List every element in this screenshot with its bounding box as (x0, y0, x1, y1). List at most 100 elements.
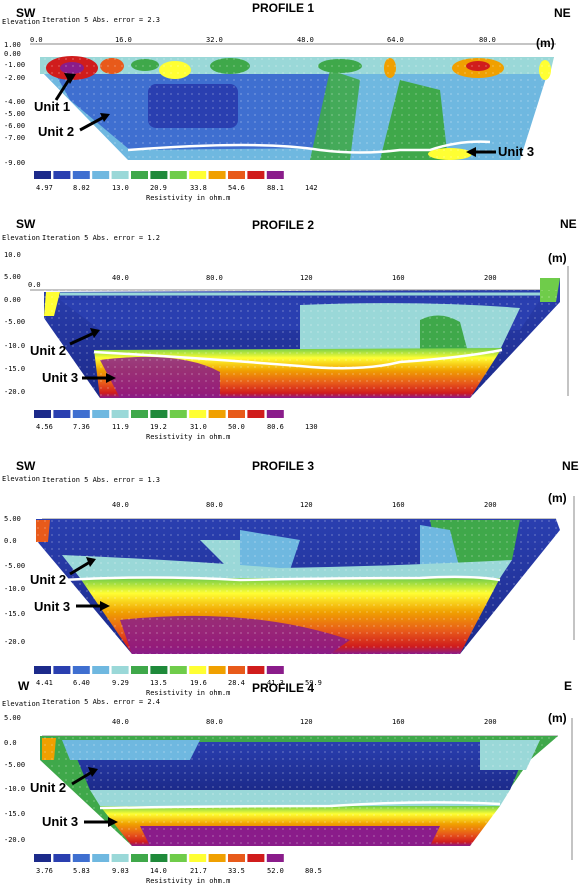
x-tick-label: 200 (484, 718, 497, 726)
scale-value: 8.02 (73, 184, 90, 192)
scale-value: 21.7 (190, 867, 207, 875)
scale-swatch (53, 854, 71, 862)
profile-3-unit-2-label: Unit 2 (30, 572, 66, 587)
profile-1-color-scale: 4.97 8.02 13.0 20.9 33.8 54.6 88.1 142 R… (34, 171, 318, 202)
x-tick-label: 64.0 (387, 36, 404, 44)
scale-swatch (208, 171, 226, 179)
arrowhead (64, 73, 76, 84)
profile-2-x-ticks: 0.0 40.0 80.0 120 160 200 (28, 274, 497, 289)
y-tick-label: -15.0 (4, 365, 25, 373)
profile-4-annotations: Unit 2 Unit 3 (30, 767, 118, 829)
profile-2-title: PROFILE 2 (252, 218, 314, 232)
scale-swatch (169, 666, 187, 674)
scale-swatch (131, 171, 148, 179)
profile-2-annotations: Unit 2 Unit 3 (30, 328, 116, 385)
scale-value: 80.5 (305, 867, 322, 875)
scale-swatch (247, 854, 265, 862)
arrowhead (100, 601, 110, 611)
profile-2-unit-m: (m) (548, 251, 567, 265)
profile-2-boundary-line (93, 348, 503, 370)
profile-1-annotations: Unit 1 Unit 2 Unit 3 (34, 73, 534, 159)
scale-value: 14.0 (150, 867, 167, 875)
unit-2-arrow (69, 331, 95, 346)
scale-swatch (131, 410, 148, 418)
profile-4: W PROFILE 4 E Elevation Iteration 5 Abs.… (2, 679, 573, 885)
scale-swatch (34, 854, 51, 862)
profile-1-boundary-line (127, 140, 491, 154)
scale-swatch (34, 410, 51, 418)
y-tick-label: -5.00 (4, 562, 25, 570)
y-tick-label: -15.0 (4, 810, 25, 818)
profile-3-iteration-text: Iteration 5 Abs. error = 1.3 (42, 476, 160, 484)
scale-swatch (111, 666, 129, 674)
profile-3-title: PROFILE 3 (252, 459, 314, 473)
x-tick-label: 80.0 (479, 36, 496, 44)
scale-swatch (228, 666, 245, 674)
profile-4-unit-m: (m) (548, 711, 567, 725)
profile-4-unit-2-label: Unit 2 (30, 780, 66, 795)
scale-swatch (72, 171, 90, 179)
scale-swatch (150, 854, 168, 862)
y-tick-label: 10.0 (4, 251, 21, 259)
unit-2-arrow (71, 770, 93, 786)
unit-1-arrow (54, 77, 72, 101)
profile-1-unit-2-label: Unit 2 (38, 124, 74, 139)
scale-swatch (169, 410, 187, 418)
y-tick-label: -4.00 (4, 98, 25, 106)
scale-value: 31.0 (190, 423, 207, 431)
y-tick-label: -5.00 (4, 761, 25, 769)
scale-swatch (266, 410, 284, 418)
scale-value: 11.9 (112, 423, 129, 431)
profile-2-unit-3-label: Unit 3 (42, 370, 78, 385)
y-tick-label: 1.00 (4, 41, 21, 49)
y-tick-label: 5.00 (4, 273, 21, 281)
x-tick-label: 0.0 (30, 36, 43, 44)
profile-1-left-direction: SW (16, 6, 36, 20)
x-tick-label: 40.0 (112, 718, 129, 726)
y-tick-label: 0.0 (4, 537, 17, 545)
x-tick-label: 16.0 (115, 36, 132, 44)
scale-swatch (111, 854, 129, 862)
scale-value: 28.4 (228, 679, 245, 687)
scale-value: 88.1 (267, 184, 284, 192)
arrowhead (86, 557, 96, 567)
arrowhead (90, 328, 100, 338)
x-tick-label: 160 (392, 501, 405, 509)
scale-value: 20.9 (150, 184, 167, 192)
unit-2-arrow (69, 560, 91, 576)
profile-1-y-ticks: 1.00 0.00 -1.00 -2.00 -4.00 -5.00 -6.00 … (4, 41, 25, 167)
profile-3-unit-m: (m) (548, 491, 567, 505)
scale-swatch (266, 666, 284, 674)
y-tick-label: -10.0 (4, 342, 25, 350)
scale-swatch (228, 410, 245, 418)
x-tick-label: 40.0 (112, 274, 129, 282)
scale-swatch (92, 854, 110, 862)
scale-swatch (34, 666, 51, 674)
profile-3-section (36, 519, 560, 654)
scale-swatch (53, 410, 71, 418)
profile-4-left-direction: W (18, 679, 30, 693)
x-tick-label: 200 (484, 274, 497, 282)
scale-value: 4.56 (36, 423, 53, 431)
profile-3-unit-3-label: Unit 3 (34, 599, 70, 614)
profile-2-right-direction: NE (560, 217, 577, 231)
profile-4-boundary-line (99, 801, 501, 810)
profile-1-elevation-label: Elevation (2, 18, 40, 26)
scale-value: 59.9 (305, 679, 322, 687)
y-tick-label: 5.00 (4, 714, 21, 722)
scale-value: 9.03 (112, 867, 129, 875)
scale-swatch (150, 410, 168, 418)
profile-1-unit-3-label: Unit 3 (498, 144, 534, 159)
scale-swatch (228, 171, 245, 179)
y-tick-label: -10.0 (4, 785, 25, 793)
arrowhead (108, 817, 118, 827)
unit-2-arrow (79, 115, 105, 132)
y-tick-label: -9.00 (4, 159, 25, 167)
profile-4-section (40, 736, 558, 846)
scale-caption: Resistivity in ohm.m (146, 689, 230, 697)
y-tick-label: -5.00 (4, 110, 25, 118)
scale-value: 50.0 (228, 423, 245, 431)
profile-2-section (44, 278, 560, 398)
scale-value: 52.0 (267, 867, 284, 875)
